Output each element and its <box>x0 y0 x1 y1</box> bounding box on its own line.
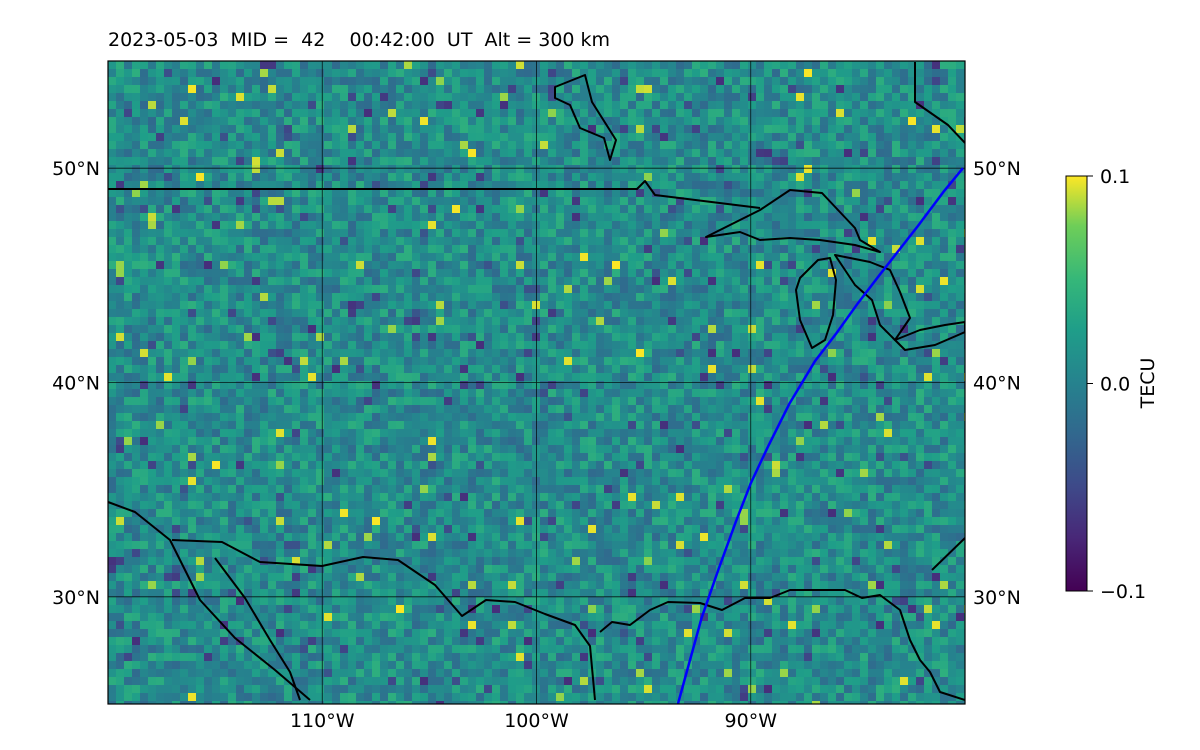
coastlines-borders <box>108 62 965 701</box>
map-title: 2023-05-03 MID = 42 00:42:00 UT Alt = 30… <box>108 29 611 51</box>
latitude-tick-label-left: 30°N <box>52 587 100 609</box>
latitude-tick-label-right: 50°N <box>973 158 1021 180</box>
gulf-coast <box>599 589 965 701</box>
colorbar <box>1065 175 1088 592</box>
longitude-tick-label: 110°W <box>290 710 355 732</box>
map-frame <box>107 60 966 705</box>
colorbar-tick-label: −0.1 <box>1100 581 1146 603</box>
longitude-tick-label: 100°W <box>504 710 569 732</box>
northeast-coast <box>914 62 965 144</box>
lake-huron <box>834 254 911 341</box>
florida-coast <box>931 537 965 571</box>
longitude-tick-label: 90°W <box>725 710 778 732</box>
us-canada-border <box>108 180 761 209</box>
map-gridlines <box>108 61 965 704</box>
satellite-ground-track <box>676 167 964 705</box>
colorbar-ticks: 0.1 0.0 −0.1 <box>1087 166 1146 603</box>
colorbar-label: TECU <box>1137 357 1159 409</box>
latitude-tick-label-left: 50°N <box>52 158 100 180</box>
lake-michigan <box>795 257 837 349</box>
baja-california <box>214 557 301 701</box>
lake-erie-ontario <box>894 321 965 351</box>
latitude-tick-label-right: 40°N <box>973 373 1021 395</box>
colorbar-tick-label: 0.0 <box>1100 374 1130 396</box>
axis-tick-labels: 110°W 100°W 90°W 50°N 50°N 40°N 40°N 30°N 30°N <box>52 158 1021 732</box>
latitude-tick-label-left: 40°N <box>52 373 100 395</box>
latitude-tick-label-right: 30°N <box>973 587 1021 609</box>
pacific-mexico-coast <box>108 501 311 701</box>
hudson-bay-coast <box>554 74 617 161</box>
lake-superior <box>705 189 881 253</box>
colorbar-tick-label: 0.1 <box>1100 166 1130 188</box>
us-mexico-border <box>171 539 596 701</box>
